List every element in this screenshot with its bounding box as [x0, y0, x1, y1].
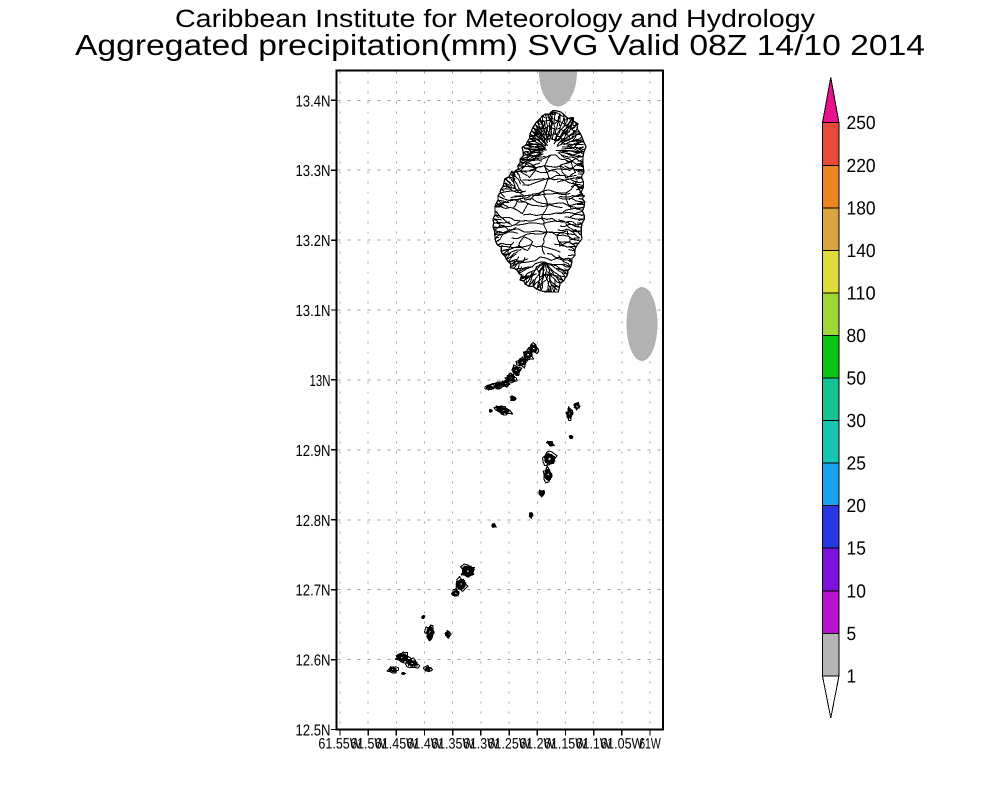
svg-text:61.45W: 61.45W — [375, 736, 419, 753]
svg-text:5: 5 — [847, 624, 857, 645]
svg-text:10: 10 — [847, 581, 866, 602]
svg-text:13.1N: 13.1N — [296, 303, 331, 320]
svg-text:12.5N: 12.5N — [296, 723, 331, 740]
svg-text:13.2N: 13.2N — [296, 233, 331, 250]
svg-text:80: 80 — [847, 326, 866, 347]
svg-text:61.2W: 61.2W — [519, 736, 556, 753]
svg-text:250: 250 — [847, 113, 876, 134]
svg-text:13N: 13N — [310, 373, 331, 390]
svg-text:30: 30 — [847, 411, 866, 432]
svg-text:61W: 61W — [639, 736, 661, 753]
svg-text:61.3W: 61.3W — [463, 736, 500, 753]
svg-text:140: 140 — [847, 241, 876, 262]
svg-text:110: 110 — [847, 283, 876, 304]
svg-text:50: 50 — [847, 369, 866, 390]
svg-text:12.7N: 12.7N — [296, 583, 331, 600]
svg-text:61.5W: 61.5W — [350, 736, 387, 753]
svg-text:12.8N: 12.8N — [296, 513, 331, 530]
svg-text:20: 20 — [847, 496, 866, 517]
svg-text:61.05W: 61.05W — [600, 736, 644, 753]
svg-text:61.25W: 61.25W — [488, 736, 532, 753]
svg-text:180: 180 — [847, 198, 876, 219]
svg-text:220: 220 — [847, 156, 876, 177]
svg-text:12.6N: 12.6N — [296, 653, 331, 670]
svg-text:Aggregated precipitation(mm) S: Aggregated precipitation(mm) SVG Valid 0… — [75, 30, 925, 62]
svg-text:25: 25 — [847, 454, 866, 475]
svg-text:12.9N: 12.9N — [296, 443, 331, 460]
svg-text:61.4W: 61.4W — [407, 736, 444, 753]
svg-text:13.3N: 13.3N — [296, 163, 331, 180]
svg-text:1: 1 — [847, 666, 857, 687]
svg-text:61.1W: 61.1W — [576, 736, 613, 753]
svg-text:13.4N: 13.4N — [296, 93, 331, 110]
svg-text:61.55W: 61.55W — [318, 736, 362, 753]
svg-text:Caribbean Institute for Meteor: Caribbean Institute for Meteorology and … — [175, 5, 816, 33]
svg-text:61.15W: 61.15W — [544, 736, 588, 753]
svg-text:15: 15 — [847, 539, 866, 560]
svg-text:61.35W: 61.35W — [431, 736, 475, 753]
